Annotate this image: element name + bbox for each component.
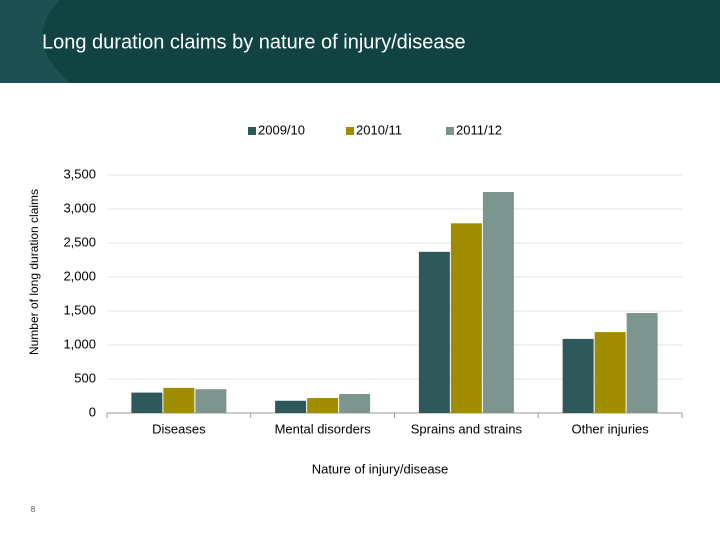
bar xyxy=(594,332,626,413)
x-tick-label: Other injuries xyxy=(571,421,649,436)
legend-label: 2010/11 xyxy=(356,122,402,137)
y-tick-label: 1,500 xyxy=(63,302,96,317)
y-tick-label: 0 xyxy=(89,404,96,419)
bar xyxy=(418,251,450,413)
legend-label: 2011/12 xyxy=(456,122,502,137)
legend-label: 2009/10 xyxy=(258,122,305,137)
x-axis-title: Nature of injury/disease xyxy=(312,461,449,476)
bar xyxy=(339,393,371,413)
legend-swatch xyxy=(446,127,454,135)
chart-title: Long duration claims by nature of injury… xyxy=(42,31,466,53)
y-tick-label: 1,000 xyxy=(63,336,96,351)
header-decoration xyxy=(0,0,70,83)
x-tick-label: Diseases xyxy=(152,421,206,436)
y-axis-title: Number of long duration claims xyxy=(27,189,41,355)
y-tick-label: 500 xyxy=(74,370,96,385)
bar xyxy=(307,398,339,413)
y-tick-label: 2,000 xyxy=(63,268,96,283)
bar xyxy=(195,389,227,413)
bar xyxy=(482,192,514,413)
bar xyxy=(626,313,658,413)
y-tick-label: 2,500 xyxy=(63,234,96,249)
bar xyxy=(131,392,163,413)
y-tick-label: 3,500 xyxy=(63,166,96,181)
bar xyxy=(275,400,307,413)
legend-swatch xyxy=(248,127,256,135)
x-tick-label: Mental disorders xyxy=(275,421,372,436)
bar xyxy=(163,387,195,413)
legend-swatch xyxy=(346,127,354,135)
page-number: 8 xyxy=(31,505,36,514)
y-tick-label: 3,000 xyxy=(63,200,96,215)
header-band xyxy=(0,0,720,83)
x-tick-label: Sprains and strains xyxy=(411,421,523,436)
bar xyxy=(562,338,594,413)
bar xyxy=(450,223,482,413)
